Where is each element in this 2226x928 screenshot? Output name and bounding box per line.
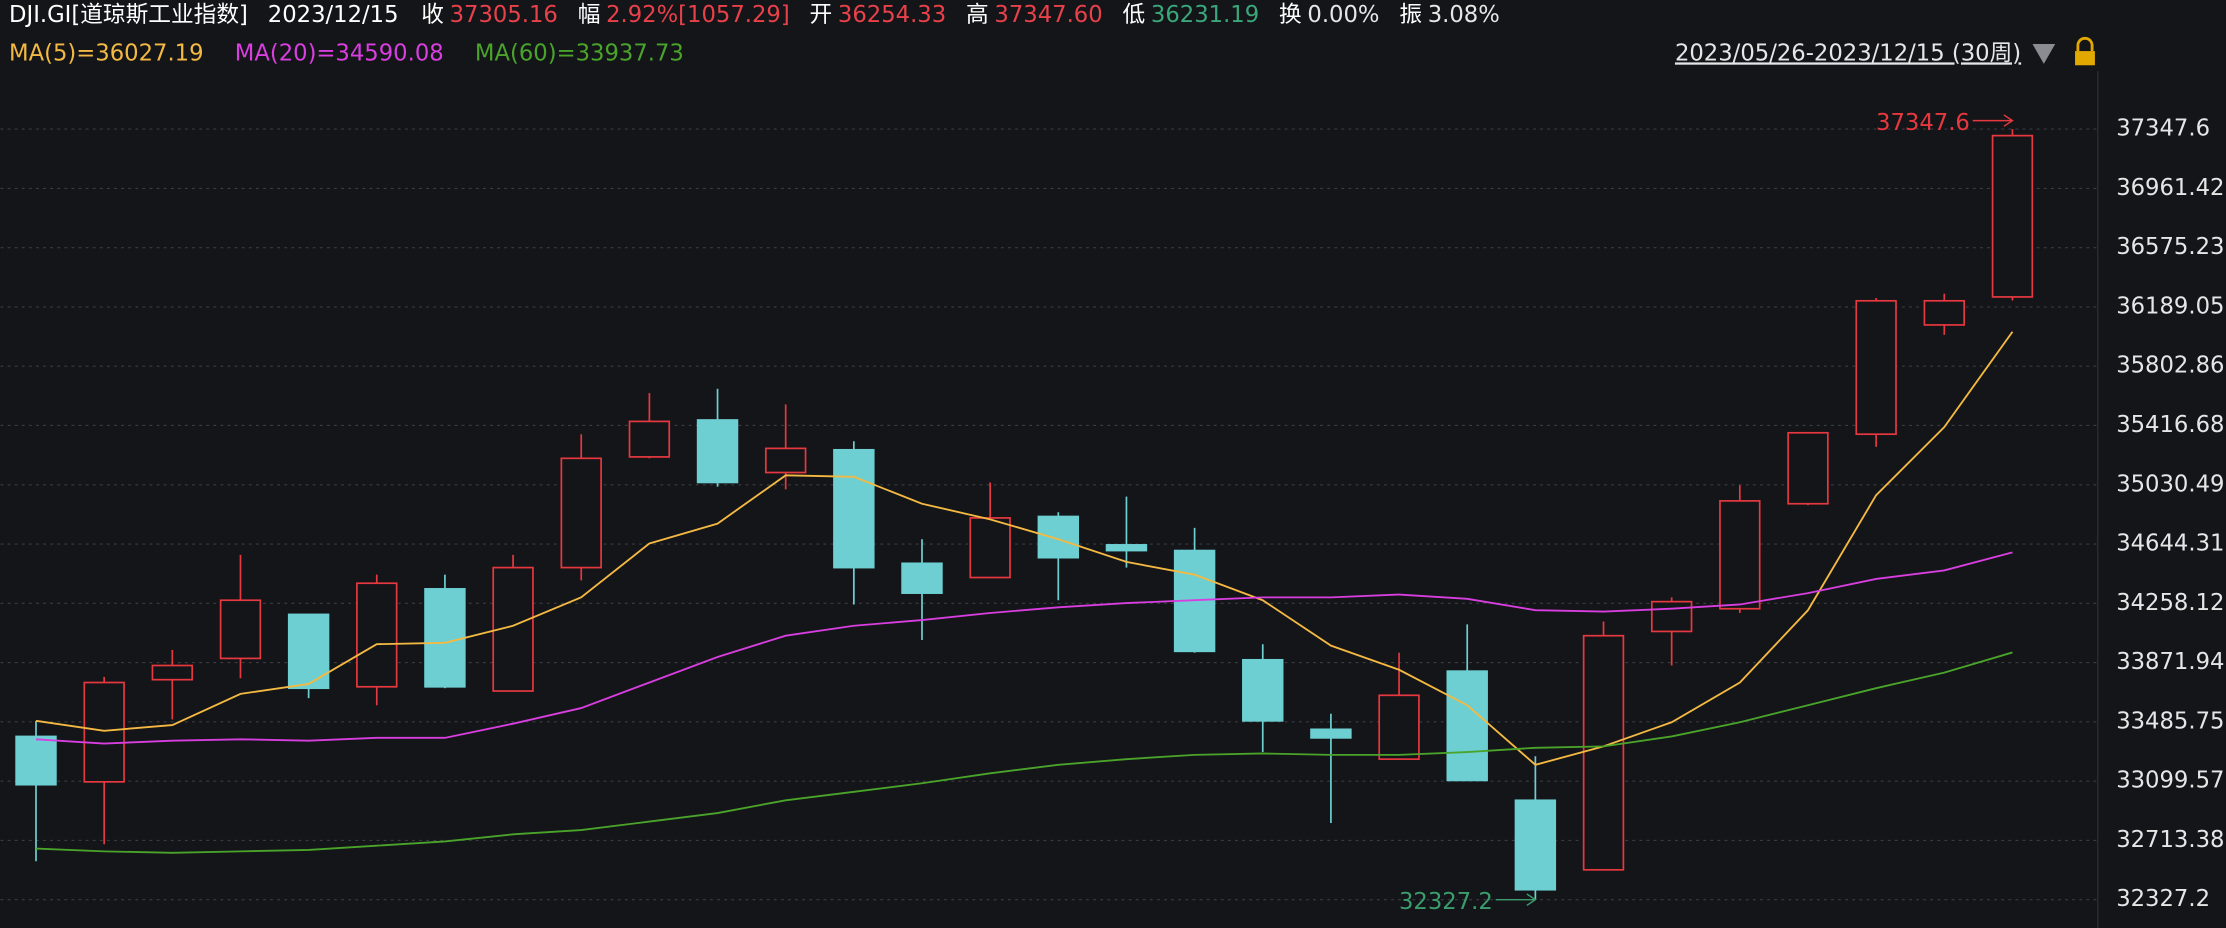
header-text: 3.08% [1428, 2, 1500, 28]
extreme-arrow [1495, 893, 1537, 906]
header-text: DJI.GI[道琼斯工业指数] [9, 2, 248, 28]
candle-body [287, 613, 330, 690]
header-text: 37305.16 [450, 2, 558, 28]
candle-body [1242, 658, 1284, 722]
header-text: 2023/12/15 [268, 2, 399, 28]
candle-body [1378, 694, 1420, 761]
y-tick-label: 33485.75 [2116, 708, 2224, 734]
y-tick-label: 36189.05 [2116, 293, 2224, 319]
dropdown-icon[interactable] [2032, 43, 2056, 64]
extreme-label: 37347.6 [1876, 110, 1970, 136]
header-text: 高 [966, 2, 989, 28]
candle-body [833, 448, 875, 569]
ma-line [35, 651, 2013, 854]
header-text: 低 [1123, 2, 1146, 28]
header-text: 收 [421, 2, 444, 28]
y-tick-label: 37347.6 [2116, 116, 2210, 142]
candle-body [424, 588, 466, 688]
candle-body [1787, 431, 1829, 505]
candle-body [356, 582, 398, 688]
y-tick-label: 32327.2 [2116, 886, 2210, 912]
candle-body [1923, 299, 1966, 326]
candle-body [1991, 134, 2034, 298]
candle-body [901, 562, 943, 594]
period-range[interactable]: 2023/05/26-2023/12/15 (30周) [1675, 40, 2021, 66]
header-text: 幅 [578, 2, 601, 28]
y-tick-label: 32713.38 [2116, 827, 2224, 853]
y-tick-label: 33871.94 [2116, 649, 2224, 675]
candle-body [1105, 544, 1148, 552]
header-text: 2.92%[1057.29] [606, 2, 790, 28]
y-tick-label: 36575.23 [2116, 234, 2224, 260]
y-tick-label: 35802.86 [2116, 353, 2224, 379]
candle-body [15, 735, 57, 786]
header-text: 36254.33 [838, 2, 946, 28]
candle-body [1719, 500, 1761, 610]
y-tick-label: 34644.31 [2116, 531, 2224, 557]
y-tick-label: 36961.42 [2116, 175, 2224, 201]
header-text: MA(60)=33937.73 [475, 40, 684, 66]
header-text: 37347.60 [994, 2, 1102, 28]
header-text: 开 [810, 2, 833, 28]
candle-body [1514, 799, 1557, 891]
candle-body [219, 599, 262, 660]
candle-body [969, 517, 1011, 579]
y-tick-label: 35030.49 [2116, 471, 2224, 497]
header-text: 换 [1279, 2, 1302, 28]
candle-body [151, 664, 194, 681]
candle-body [764, 447, 807, 474]
candle-body [1855, 299, 1897, 436]
lock-icon[interactable] [2075, 36, 2095, 66]
candle-body [1310, 728, 1352, 739]
extreme-arrow [1972, 114, 2014, 127]
candle-body [1582, 634, 1625, 871]
y-tick-label: 35416.68 [2116, 412, 2224, 438]
header-text: MA(20)=34590.08 [235, 40, 444, 66]
candle-body [1446, 670, 1488, 782]
y-tick-label: 33099.57 [2116, 768, 2224, 794]
header-text: 36231.19 [1151, 2, 1259, 28]
candle-body [83, 681, 125, 783]
header-text: MA(5)=36027.19 [9, 40, 204, 66]
ma-line [35, 331, 2014, 766]
candle-body [560, 457, 602, 569]
candle-body [628, 420, 671, 458]
extreme-label: 32327.2 [1399, 889, 1493, 915]
candle-body [696, 419, 739, 484]
header-text: 0.00% [1307, 2, 1379, 28]
y-tick-label: 34258.12 [2116, 590, 2224, 616]
header-text: 振 [1399, 2, 1422, 28]
candle-body [1037, 515, 1080, 559]
ma-line [35, 551, 2013, 745]
candle-body [1650, 600, 1693, 633]
